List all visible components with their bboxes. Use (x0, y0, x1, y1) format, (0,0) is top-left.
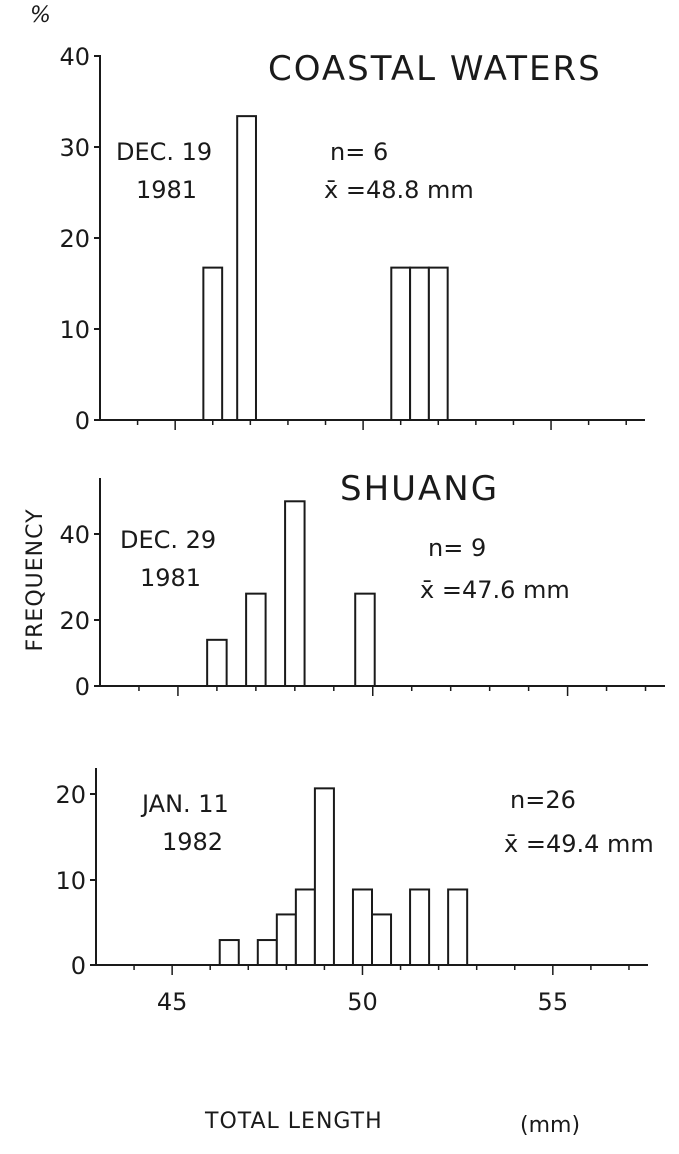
year-label: 1982 (162, 828, 223, 856)
histogram-bar (284, 500, 306, 687)
x-axis-unit: (mm) (520, 1113, 580, 1138)
y-tick-label: 0 (71, 952, 86, 980)
y-tick-label: 20 (59, 225, 90, 253)
sample-size-label: n= 9 (428, 534, 486, 562)
histogram-bar (409, 266, 430, 421)
panel-title: COASTAL WATERS (268, 49, 602, 89)
y-axis-title: FREQUENCY (23, 508, 48, 651)
histogram-bar (294, 888, 316, 967)
histogram-bar (275, 913, 297, 966)
panel-1: 0 10 20 30 40 COASTAL WATERS DEC. 19 1981 n= 6 x̄… (59, 43, 645, 435)
y-unit-label: % (30, 3, 51, 28)
year-label: 1981 (136, 176, 197, 204)
y-tick-label: 10 (55, 867, 86, 895)
histogram-bar (313, 787, 335, 967)
y-tick-label: 40 (59, 521, 90, 549)
histogram-bar (354, 592, 376, 688)
panel-2: 0 20 40 SHUANG DEC. 29 1981 n= 9 x̄ =47.6 mm (59, 469, 665, 701)
histogram-bar (218, 939, 240, 967)
y-tick-label: 10 (59, 316, 90, 344)
year-label: 1981 (140, 564, 201, 592)
y-tick-label: 20 (55, 781, 86, 809)
panel-title: SHUANG (340, 469, 499, 509)
histogram-bar (351, 888, 373, 967)
panel-3: 0 10 20 JAN. 11 1982 n=26 x̄ =49.4 mm (55, 768, 654, 980)
y-tick-label: 0 (75, 407, 90, 435)
y-tick-label: 20 (59, 607, 90, 635)
x-tick-label: 45 (157, 988, 188, 1016)
histogram-bar (236, 115, 257, 421)
x-axis-title: TOTAL LENGTH (204, 1109, 383, 1134)
date-label: JAN. 11 (140, 790, 229, 818)
date-label: DEC. 19 (116, 138, 212, 166)
mean-length-label: x̄ =49.4 mm (504, 830, 654, 858)
date-label: DEC. 29 (120, 526, 216, 554)
histogram-bar (202, 266, 224, 421)
y-tick-label: 40 (59, 43, 90, 71)
y-tick-label: 30 (59, 134, 90, 162)
x-tick-label: 55 (538, 988, 569, 1016)
sample-size-label: n=26 (510, 786, 576, 814)
x-tick-label: 50 (347, 988, 378, 1016)
histogram-bar (390, 266, 412, 421)
histogram-bar (427, 266, 449, 421)
sample-size-label: n= 6 (330, 138, 388, 166)
y-tick-label: 0 (75, 673, 90, 701)
mean-length-label: x̄ =48.8 mm (324, 176, 474, 204)
histogram-bar (245, 592, 267, 688)
histogram-bar (206, 638, 228, 687)
histogram-bar (409, 888, 431, 967)
mean-length-label: x̄ =47.6 mm (420, 576, 570, 604)
panels-group: 0 10 20 30 40 COASTAL WATERS DEC. 19 1981 n= 6 x̄… (55, 43, 665, 1016)
histogram-bar (256, 939, 278, 967)
histogram-bar (371, 913, 393, 966)
histogram-bar (447, 888, 469, 967)
